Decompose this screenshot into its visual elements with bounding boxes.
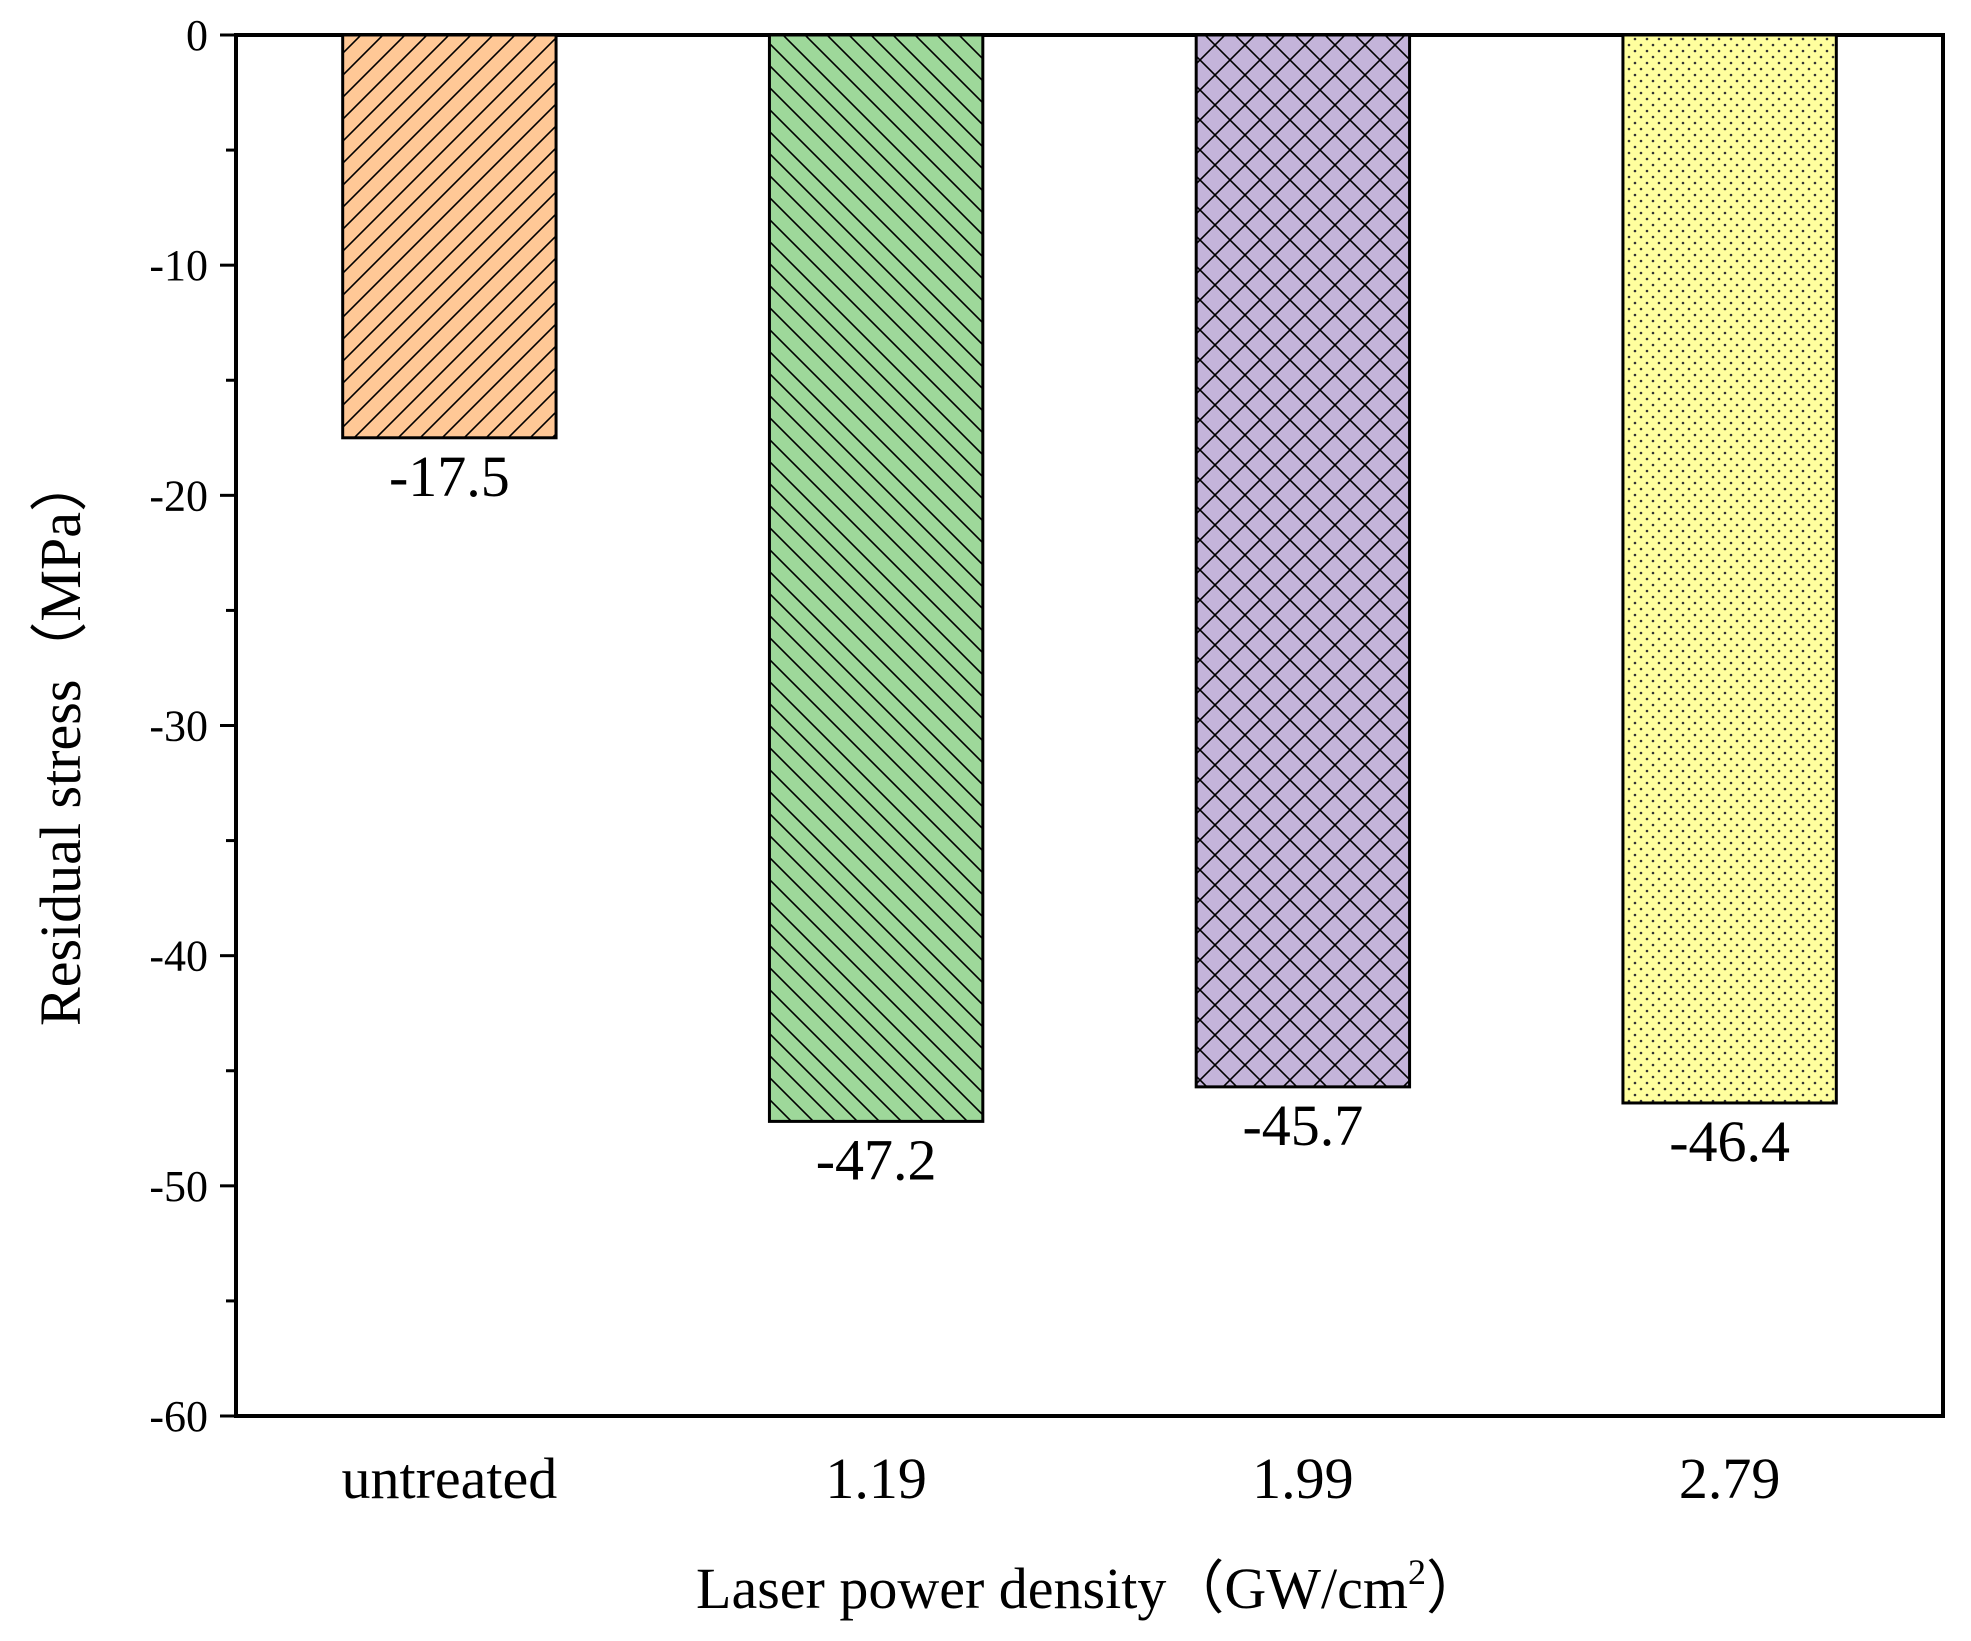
x-category-label: 2.79 [1679, 1446, 1781, 1511]
bar-value-label: -46.4 [1669, 1109, 1790, 1174]
x-axis-title-superscript: 2 [1408, 1552, 1426, 1592]
x-category-label: 1.19 [825, 1446, 927, 1511]
bars [341, 33, 1838, 1123]
bar [1621, 33, 1838, 1105]
x-category-label: untreated [341, 1446, 557, 1511]
bar [1194, 33, 1412, 1089]
y-axis-tick-labels: 0 -10 -20 -30 -40 -50 -60 [149, 11, 208, 1441]
y-tick-label: 0 [186, 11, 208, 60]
y-tick-label: -30 [149, 702, 208, 751]
x-axis-title-close: ） [1426, 1556, 1484, 1621]
x-axis-title-text: Laser power density（GW/cm [696, 1556, 1408, 1621]
x-axis-category-labels: untreated 1.19 1.99 2.79 [341, 1446, 1780, 1511]
y-tick-label: -20 [149, 471, 208, 520]
x-axis-title: Laser power density（GW/cm2） [696, 1552, 1484, 1621]
y-tick-label: -10 [149, 241, 208, 290]
bar-value-label: -47.2 [816, 1127, 937, 1192]
bar [767, 33, 985, 1123]
bar-value-labels: -17.5 -47.2 -45.7 -46.4 [389, 444, 1790, 1193]
x-category-label: 1.99 [1252, 1446, 1354, 1511]
y-axis-title: Residual stress（MPa） [28, 454, 93, 1026]
y-tick-label: -60 [149, 1392, 208, 1441]
y-tick-label: -50 [149, 1162, 208, 1211]
bar-value-label: -45.7 [1242, 1093, 1363, 1158]
y-axis-ticks [220, 33, 236, 1418]
bar-value-label: -17.5 [389, 444, 510, 509]
bar [341, 33, 558, 440]
y-tick-label: -40 [149, 932, 208, 981]
